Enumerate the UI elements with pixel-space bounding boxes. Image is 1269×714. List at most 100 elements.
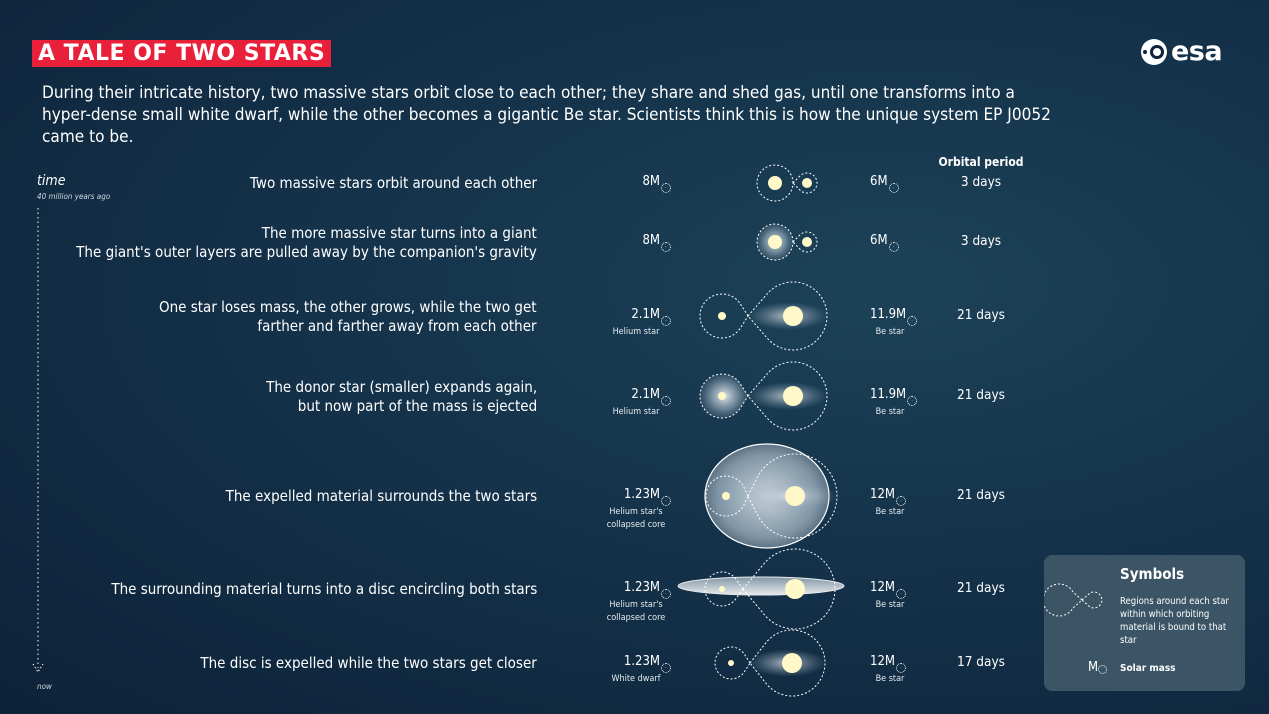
- stage-description: Two massive stars orbit around each othe…: [250, 174, 537, 193]
- left-roche-lobe: [699, 293, 749, 339]
- mass-value: 1.23: [623, 580, 650, 595]
- description-line: Two massive stars orbit around each othe…: [249, 174, 537, 192]
- page-title: A TALE OF TWO STARS: [32, 40, 332, 67]
- stage-description: One star loses mass, the other grows, wh…: [159, 298, 537, 336]
- sun-icon: ·: [661, 496, 671, 506]
- left-star: [768, 235, 782, 249]
- description-line: The donor star (smaller) expands again,: [265, 377, 537, 396]
- timeline-end: now: [37, 682, 52, 691]
- sun-icon: ·: [895, 589, 906, 599]
- right-roche-lobe: [747, 281, 828, 351]
- description-line: One star loses mass, the other grows, wh…: [159, 297, 537, 316]
- star-type: Be star: [875, 327, 905, 337]
- sun-icon: ·: [661, 183, 671, 193]
- description-line: farther and farther away from each other: [257, 316, 537, 335]
- legend-mass-text: Solar mass: [1120, 663, 1176, 674]
- sun-icon: ·: [661, 316, 671, 326]
- mass-unit: M: [649, 307, 660, 322]
- right-star-mass: 11.9M · Be star: [870, 387, 930, 419]
- right-roche-lobe: [792, 231, 818, 253]
- mass-value: 12: [870, 654, 885, 669]
- stage-description: The donor star (smaller) expands again, b…: [266, 378, 537, 416]
- orbital-period: 21 days: [957, 487, 1005, 503]
- timeline-label: time: [37, 173, 66, 189]
- intro-text: During their intricate history, two mass…: [42, 83, 1051, 146]
- sun-icon: ·: [907, 316, 918, 326]
- sun-icon: ·: [907, 396, 918, 406]
- sun-icon: ·: [888, 183, 899, 193]
- mass-value: 1.23: [623, 654, 650, 669]
- esa-logo-icon: [1141, 38, 1167, 65]
- left-star: [722, 492, 730, 500]
- left-roche-lobe: [756, 164, 794, 202]
- legend-roche-text: Regions around each star within which or…: [1120, 596, 1230, 646]
- orbital-period-header: Orbital period: [938, 155, 1024, 169]
- star-type: White dwarf: [611, 674, 661, 684]
- right-star-mass: 12M · Be star: [870, 654, 930, 686]
- mass-value: 12: [870, 580, 885, 595]
- mass-value: 11.9: [870, 307, 897, 322]
- orbital-period: 3 days: [960, 174, 1002, 190]
- mass-value: 2.1: [631, 387, 650, 402]
- right-star-mass: 6M ·: [870, 174, 930, 193]
- circumbinary-disc: [677, 576, 845, 596]
- legend-panel: Symbols Regions around each star within …: [1044, 555, 1245, 691]
- left-star: [718, 392, 726, 400]
- left-star: [728, 660, 734, 666]
- left-star-mass: 8M ·: [581, 233, 671, 252]
- mass-unit: M: [877, 233, 888, 248]
- mass-value: 8: [642, 233, 650, 248]
- left-roche-lobe: [704, 571, 744, 607]
- orbital-period: 21 days: [957, 307, 1005, 323]
- left-star: [718, 312, 726, 320]
- stage-description: The surrounding material turns into a di…: [111, 580, 537, 599]
- right-star-mass: 6M ·: [870, 233, 930, 252]
- stage-description: The disc is expelled while the two stars…: [201, 654, 537, 673]
- left-star-mass: 8M ·: [581, 174, 671, 193]
- left-star-mass: 1.23M · Helium star's collapsed core: [581, 487, 671, 532]
- esa-logo: esa: [1140, 36, 1223, 67]
- stage-description: The expelled material surrounds the two …: [225, 487, 537, 506]
- mass-value: 6: [870, 233, 878, 248]
- mass-unit: M: [649, 654, 660, 669]
- left-star-mass: 1.23M · White dwarf: [581, 654, 671, 686]
- sun-icon: ·: [661, 242, 671, 252]
- star-type: Be star: [875, 600, 905, 610]
- right-star-mass: 11.9M · Be star: [870, 307, 930, 339]
- mass-unit: M: [649, 487, 660, 502]
- star-type: Helium star: [612, 327, 660, 337]
- mass-unit: M: [896, 387, 907, 402]
- orbital-period: 3 days: [960, 233, 1002, 249]
- mass-unit: M: [649, 580, 660, 595]
- orbital-period: 21 days: [957, 580, 1005, 596]
- mass-unit: M: [884, 654, 895, 669]
- right-star: [802, 237, 812, 247]
- mass-value: 12: [870, 487, 885, 502]
- roche-lobe-icon: [1044, 583, 1103, 617]
- right-roche-lobe: [747, 361, 828, 431]
- left-star-mass: 2.1M · Helium star: [581, 307, 671, 339]
- right-roche-lobe: [792, 172, 818, 194]
- sun-icon: ·: [661, 663, 671, 673]
- mass-unit: M: [877, 174, 888, 189]
- mass-value: 6: [870, 174, 878, 189]
- mass-unit: M: [896, 307, 907, 322]
- right-star: [785, 486, 805, 506]
- right-star: [783, 386, 803, 406]
- mass-value: 11.9: [870, 387, 897, 402]
- right-roche-lobe: [749, 629, 826, 697]
- esa-logo-text: esa: [1171, 36, 1223, 67]
- orbital-period: 21 days: [957, 387, 1005, 403]
- description-line: The surrounding material turns into a di…: [111, 580, 537, 598]
- left-star: [768, 176, 782, 190]
- mass-unit: M: [649, 174, 660, 189]
- mass-value: 1.23: [623, 487, 650, 502]
- mass-value: 2.1: [631, 307, 650, 322]
- sun-icon: ·: [661, 396, 671, 406]
- star-type: Be star: [875, 674, 905, 684]
- sun-icon: ·: [888, 242, 899, 252]
- right-star: [783, 306, 803, 326]
- star-type: Be star: [875, 507, 905, 517]
- description-line: The more massive star turns into a giant: [261, 223, 537, 242]
